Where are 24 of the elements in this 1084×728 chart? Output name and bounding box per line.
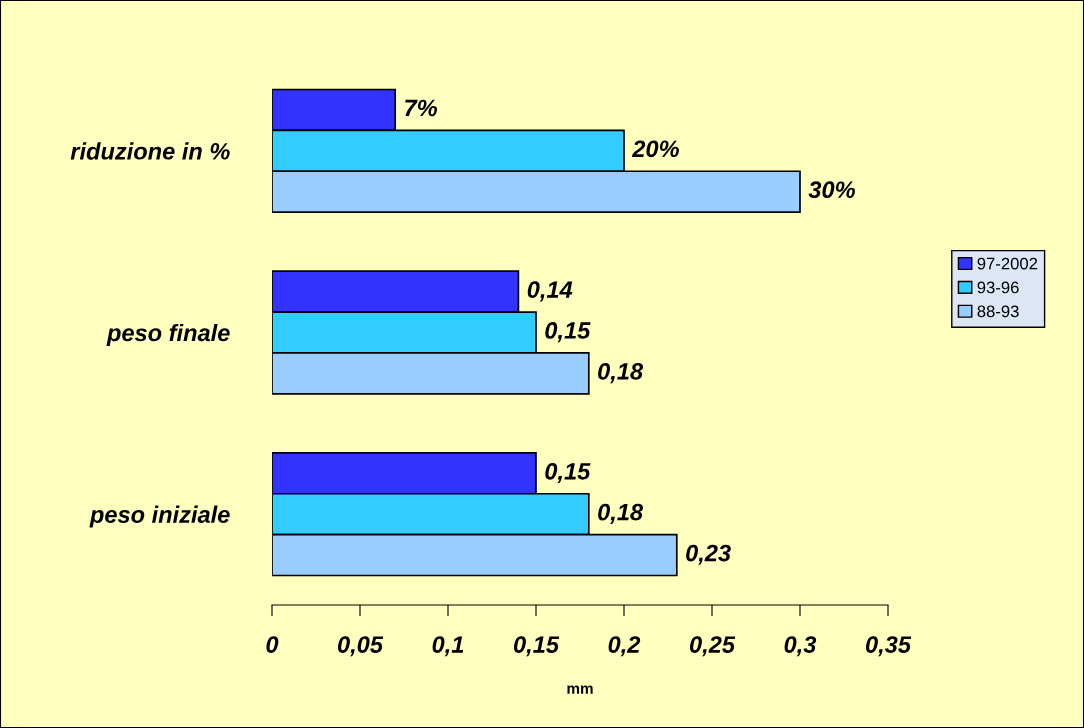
x-axis-title: mm (567, 685, 593, 694)
x-tick-label: 0,15 (514, 636, 560, 657)
x-tick-label: 0 (266, 636, 279, 653)
data-label: 0,18 (598, 503, 644, 524)
data-label: 20% (631, 140, 679, 158)
legend-label: 93-96 (977, 281, 1019, 294)
x-tick-label: 0,3 (784, 636, 817, 657)
x-tick-label: 0,35 (866, 636, 912, 657)
x-tick-label: 0,2 (608, 636, 641, 657)
data-label: 30% (808, 181, 855, 199)
data-label: 0,15 (545, 462, 591, 484)
legend-label: 88-93 (977, 305, 1019, 318)
x-tick-label: 0,1 (432, 636, 464, 657)
data-label: 0,18 (598, 362, 644, 384)
x-tick-label: 0,25 (690, 636, 736, 657)
y-tick-label: peso iniziale (89, 505, 230, 528)
x-tick-label: 0,05 (338, 636, 384, 657)
y-tick-label: peso finale (106, 323, 230, 346)
y-tick-label: riduzione in % (70, 142, 230, 160)
legend-label: 97-2002 (977, 257, 1038, 270)
data-label: 0,23 (686, 544, 731, 565)
data-label: 7% (405, 99, 437, 117)
data-label: 0,15 (545, 322, 591, 343)
data-label: 0,14 (527, 281, 573, 302)
